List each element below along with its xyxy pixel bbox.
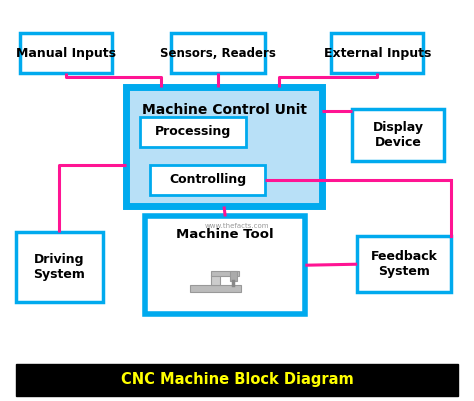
Text: External Inputs: External Inputs	[323, 47, 431, 60]
FancyBboxPatch shape	[331, 33, 423, 73]
Text: CNC Machine Block Diagram: CNC Machine Block Diagram	[120, 372, 354, 387]
FancyBboxPatch shape	[211, 275, 220, 285]
Text: Driving
System: Driving System	[33, 253, 85, 281]
Text: Controlling: Controlling	[169, 173, 246, 186]
FancyBboxPatch shape	[211, 271, 239, 275]
FancyBboxPatch shape	[357, 236, 451, 292]
FancyBboxPatch shape	[20, 33, 112, 73]
FancyBboxPatch shape	[171, 33, 265, 73]
Text: Manual Inputs: Manual Inputs	[16, 47, 116, 60]
FancyBboxPatch shape	[229, 271, 237, 281]
Text: Display
Device: Display Device	[373, 121, 424, 149]
FancyBboxPatch shape	[150, 165, 265, 194]
FancyBboxPatch shape	[191, 285, 241, 292]
Text: Machine Tool: Machine Tool	[176, 229, 274, 241]
Text: Processing: Processing	[155, 125, 231, 138]
Text: Machine Control Unit: Machine Control Unit	[142, 103, 307, 117]
FancyBboxPatch shape	[16, 364, 458, 396]
Text: Feedback
System: Feedback System	[371, 250, 438, 278]
Text: www.thefacts.com: www.thefacts.com	[205, 223, 269, 229]
FancyBboxPatch shape	[126, 87, 322, 207]
Text: Sensors, Readers: Sensors, Readers	[160, 47, 276, 60]
FancyBboxPatch shape	[353, 109, 444, 161]
FancyBboxPatch shape	[16, 232, 103, 302]
FancyBboxPatch shape	[140, 117, 246, 147]
FancyBboxPatch shape	[145, 217, 305, 314]
